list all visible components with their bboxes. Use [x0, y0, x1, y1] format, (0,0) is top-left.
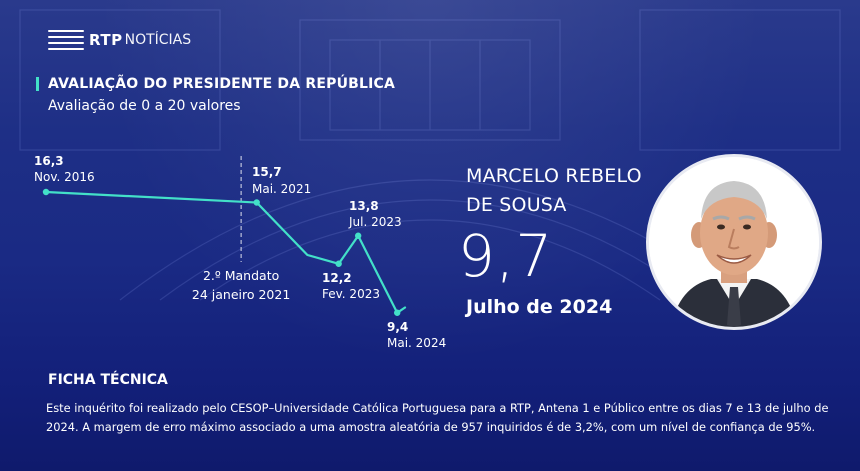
data-label-value: 16,3 — [34, 154, 64, 168]
portrait-illustration — [649, 157, 819, 327]
data-label-value: 9,4 — [387, 320, 408, 334]
data-label-value: 12,2 — [322, 271, 352, 285]
data-label-value: 13,8 — [349, 199, 379, 213]
data-point — [354, 232, 362, 239]
data-point — [253, 199, 260, 206]
data-label-date: Fev. 2023 — [322, 287, 380, 301]
chart-subtitle: Avaliação de 0 a 20 valores — [48, 98, 241, 114]
current-rating-date: Julho de 2024 — [466, 296, 613, 318]
mandate-label-line1: 2.º Mandato — [203, 268, 279, 283]
data-label-value: 15,7 — [252, 165, 282, 179]
data-label-date: Mai. 2024 — [387, 336, 446, 350]
ficha-tecnica-text: Este inquérito foi realizado pelo CESOP–… — [46, 401, 829, 434]
logo-brand-text: RTP — [89, 31, 123, 49]
data-label-date: Mai. 2021 — [252, 182, 311, 196]
ficha-tecnica-heading: FICHA TÉCNICA — [48, 372, 168, 388]
rtp-noticias-logo: RTP NOTÍCIAS — [48, 30, 191, 50]
mandate-label-line2: 24 janeiro 2021 — [192, 287, 290, 302]
data-label-date: Jul. 2023 — [348, 215, 402, 229]
president-name: MARCELO REBELO DE SOUSA — [466, 165, 642, 216]
logo-suffix-text: NOTÍCIAS — [124, 32, 192, 48]
chart-title: AVALIAÇÃO DO PRESIDENTE DA REPÚBLICA — [48, 76, 396, 92]
data-point — [335, 260, 342, 267]
current-rating: 9,7 — [458, 222, 554, 290]
data-point — [393, 309, 401, 316]
title-accent-bar — [36, 77, 39, 91]
rtp-stripes-icon — [48, 30, 84, 50]
data-point — [42, 188, 50, 196]
president-portrait — [646, 154, 822, 330]
data-label-date: Nov. 2016 — [34, 170, 95, 184]
